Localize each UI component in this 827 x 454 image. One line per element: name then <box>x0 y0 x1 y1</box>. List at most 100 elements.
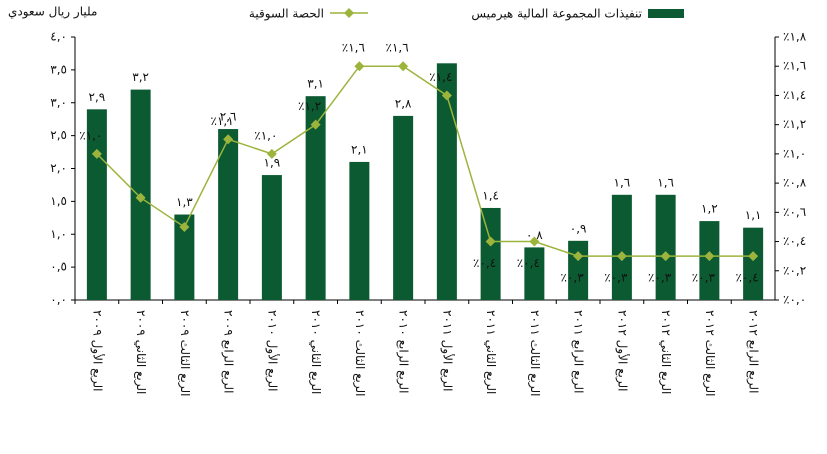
line-marker <box>660 251 671 262</box>
line-marker <box>135 192 146 203</box>
x-tick-label: الربع الأول ٢٠١١ <box>439 310 455 391</box>
y-tick-label: ٢,٠ <box>50 161 67 175</box>
line-marker <box>573 251 584 262</box>
x-tick-label: الربع الثاني ٢٠١١ <box>483 310 498 394</box>
bar <box>86 109 107 300</box>
line <box>96 65 754 257</box>
line-label: ٪٠,٣ <box>692 271 716 285</box>
line-label: ٪٠,٣ <box>648 271 672 285</box>
bar-label: ٠,٨ <box>526 228 543 242</box>
bar <box>218 129 239 300</box>
line-label: ٪٠,٣ <box>604 271 628 285</box>
bar-label: ٢,٨ <box>395 96 412 110</box>
bar-label: ٠,٩ <box>570 221 587 235</box>
x-tick-label: الربع الثاني ٢٠١٢ <box>658 310 673 394</box>
line-label: ٪١,١ <box>211 114 234 128</box>
y2-tick-label: ٪٠,٤ <box>783 234 806 248</box>
x-tick-label: الربع الثالث ٢٠١٢ <box>702 310 717 396</box>
line-label: ٪١,٠ <box>254 128 277 142</box>
line-marker <box>310 119 321 130</box>
bar-label: ١,٩ <box>264 156 281 170</box>
line-marker <box>616 251 627 262</box>
y2-tick-label: ٪٠,٢ <box>783 263 806 277</box>
line-label: ٪١,٠ <box>79 128 102 142</box>
line-marker <box>354 61 365 72</box>
bar-label: ١,٤ <box>482 188 499 202</box>
bar <box>480 207 501 300</box>
line-label: ٪١,٦ <box>386 41 409 55</box>
bar-label: ١,٣ <box>176 195 193 209</box>
y2-tick-label: ٪١,٢ <box>783 117 806 131</box>
line-marker <box>441 90 452 101</box>
bar <box>174 214 195 300</box>
x-tick-label: الربع الرابع ٢٠١٢ <box>746 310 761 393</box>
line-label: ٪١,٢ <box>298 99 321 113</box>
bar-label: ١,٢ <box>701 202 718 216</box>
line-marker <box>529 236 540 247</box>
y-tick-label: ٣,٠ <box>50 95 67 109</box>
x-tick-label: الربع الأول ٢٠١٠ <box>264 310 280 391</box>
y2-tick-label: ٪١,٨ <box>783 30 807 44</box>
legend-label: تنفيذات المجموعة المالية هيرميس <box>471 7 642 22</box>
legend-marker <box>344 8 354 18</box>
y2-tick-label: ٪١,٠ <box>783 146 806 160</box>
line-marker <box>704 251 715 262</box>
bar <box>611 194 632 300</box>
y-tick-label: ١,٥ <box>50 194 67 208</box>
bar <box>261 175 282 300</box>
bar <box>393 115 414 301</box>
x-tick-label: الربع الثالث ٢٠١٠ <box>352 310 367 396</box>
y2-tick-label: ٪٠,٦ <box>783 205 806 219</box>
bar <box>655 194 676 300</box>
y-axis-label: مليار ريال سعودي <box>8 5 97 20</box>
bar <box>436 63 457 300</box>
y2-tick-label: ٪٠,٨ <box>783 176 807 190</box>
bar-label: ١,١ <box>745 208 762 222</box>
line-label: ٪٠,٤ <box>517 256 540 270</box>
line-label: ٪٠,٣ <box>561 271 585 285</box>
x-tick-label: الربع الثالث ٢٠٠٩ <box>177 310 192 396</box>
x-tick-label: الربع الرابع ٢٠١١ <box>571 310 586 393</box>
y2-tick-label: ٪٠,٠ <box>783 293 806 307</box>
line-marker <box>748 251 759 262</box>
x-tick-label: الربع الثاني ٢٠١٠ <box>308 310 323 394</box>
line-marker <box>179 221 190 232</box>
line-marker <box>266 148 277 159</box>
legend-swatch <box>648 9 684 18</box>
line-label: ٪١,٤ <box>429 70 452 84</box>
bar-label: ١,٦ <box>614 175 631 189</box>
line-label: ٪١,٦ <box>342 41 365 55</box>
line-marker <box>91 148 102 159</box>
bar-label: ٢,٦ <box>220 110 237 124</box>
bar <box>349 161 370 300</box>
line-marker <box>398 61 409 72</box>
y-tick-label: ٠,٥ <box>50 260 67 274</box>
y-tick-label: ٣,٥ <box>50 62 67 76</box>
legend-label: الحصة السوقية <box>249 7 324 22</box>
y-tick-label: ٤,٠ <box>50 30 67 44</box>
y2-tick-label: ٪١,٤ <box>783 88 806 102</box>
x-tick-label: الربع الرابع ٢٠٠٩ <box>221 310 236 393</box>
line-marker <box>485 236 496 247</box>
bar-label: ٣,١ <box>307 77 324 91</box>
x-tick-label: الربع الثاني ٢٠٠٩ <box>133 310 148 394</box>
x-tick-label: الربع الثالث ٢٠١١ <box>527 310 542 396</box>
y-tick-label: ٠,٠ <box>50 293 67 307</box>
y2-tick-label: ٪١,٦ <box>783 59 806 73</box>
x-tick-label: الربع الأول ٢٠١٢ <box>614 310 630 391</box>
bar <box>305 96 326 300</box>
line-label: ٪٠,٤ <box>473 256 496 270</box>
bar-label: ١,٦ <box>657 175 674 189</box>
y-tick-label: ١,٠ <box>50 227 67 241</box>
bar-label: ٢,١ <box>351 142 368 156</box>
bar-label: ٢,٩ <box>89 90 106 104</box>
bar <box>524 247 545 300</box>
line-marker <box>223 134 234 145</box>
x-tick-label: الربع الرابع ٢٠١٠ <box>396 310 411 393</box>
x-tick-label: الربع الأول ٢٠٠٩ <box>89 310 105 391</box>
bar <box>743 227 764 300</box>
line-label: ٪٠,٤ <box>736 271 759 285</box>
y-tick-label: ٢,٥ <box>50 128 67 142</box>
bar-label: ٣,٢ <box>132 70 149 84</box>
